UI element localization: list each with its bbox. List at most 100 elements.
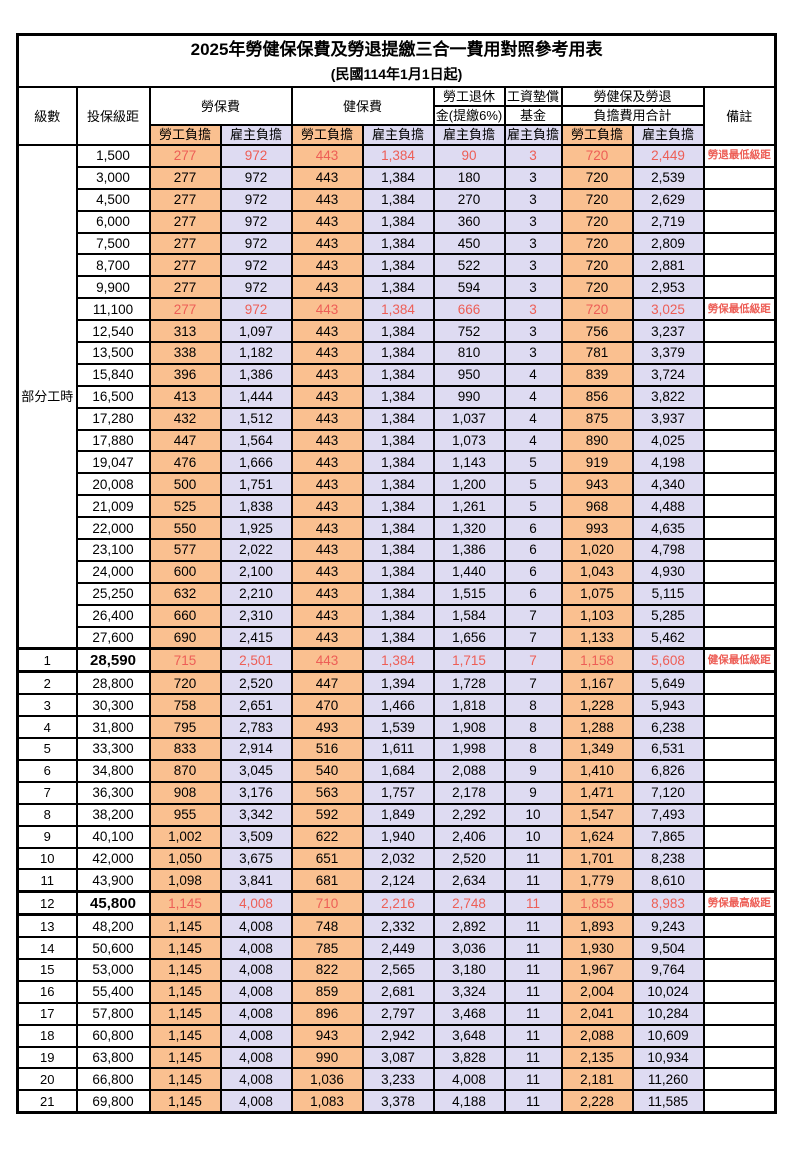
cell-wage-fund-employer: 5 [503,472,563,497]
cell-level: 17 [16,1001,78,1026]
cell-health-employee: 710 [290,890,364,917]
cell-pension-employer: 1,728 [432,670,506,696]
cell-labor-employer: 3,675 [219,846,293,871]
cell-level: 2 [16,670,78,696]
cell-total-employer: 3,379 [631,341,705,365]
cell-labor-employer: 1,512 [219,406,293,431]
table-row: 4,500 277 972 443 1,384 270 3 720 2,629 [18,187,777,212]
table-row: 17 57,800 1,145 4,008 896 2,797 3,468 11 2,041 10… [16,1001,777,1026]
cell-health-employer: 1,384 [361,209,435,234]
cell-level: 3 [16,693,78,718]
cell-health-employee: 443 [290,297,364,322]
cell-total-employer: 4,198 [631,450,705,475]
cell-note [702,581,777,606]
cell-labor-employer: 3,342 [219,802,293,827]
cell-labor-employee: 833 [148,737,222,761]
cell-total-employee: 2,181 [560,1067,634,1092]
cell-bracket: 33,300 [75,737,151,761]
cell-labor-employer: 2,651 [219,693,293,718]
cell-pension-employer: 1,818 [432,693,506,718]
cell-labor-employer: 1,097 [219,319,293,344]
cell-health-employer: 2,797 [361,1001,435,1026]
cell-pension-employer: 1,386 [432,538,506,562]
cell-bracket: 60,800 [75,1023,151,1048]
cell-labor-employee: 1,145 [148,1089,222,1114]
cell-health-employer: 1,384 [361,231,435,256]
cell-health-employer: 1,611 [361,737,435,761]
cell-total-employer: 6,238 [631,715,705,740]
table-row: 7 36,300 908 3,176 563 1,757 2,178 9 1,471 7,120 [16,780,777,805]
cell-labor-employer: 2,415 [219,625,293,651]
table-row: 4 31,800 795 2,783 493 1,539 1,908 8 1,288 6,238 [16,715,777,740]
cell-note [702,957,777,982]
cell-pension-employer: 450 [432,231,506,256]
cell-health-employee: 1,036 [290,1067,364,1092]
cell-wage-fund-employer: 8 [503,715,563,740]
table-row: 22,000 550 1,925 443 1,384 1,320 6 993 4,635 [18,516,777,541]
cell-wage-fund-employer: 11 [503,979,563,1004]
cell-labor-employer: 1,386 [219,362,293,387]
cell-labor-employer: 2,520 [219,670,293,696]
cell-note [702,824,777,849]
cell-total-employer: 5,115 [631,581,705,606]
cell-total-employer: 6,531 [631,737,705,761]
cell-note [702,670,777,696]
cell-labor-employer: 972 [219,253,293,278]
table-row: 26,400 660 2,310 443 1,384 1,584 7 1,103 5,285 [18,603,777,628]
cell-health-employee: 447 [290,670,364,696]
cell-note [702,1067,777,1092]
cell-note [702,913,777,939]
cell-wage-fund-employer: 10 [503,824,563,849]
cell-wage-fund-employer: 11 [503,868,563,893]
cell-total-employee: 1,288 [560,715,634,740]
cell-total-employer: 4,340 [631,472,705,497]
cell-total-employee: 1,043 [560,559,634,584]
cell-total-employer: 7,493 [631,802,705,827]
cell-bracket: 28,590 [75,647,151,674]
cell-bracket: 22,000 [75,516,151,541]
cell-labor-employee: 870 [148,758,222,783]
cell-wage-fund-employer: 3 [503,187,563,212]
cell-health-employee: 443 [290,428,364,453]
cell-health-employer: 1,384 [361,275,435,300]
cell-total-employer: 10,024 [631,979,705,1004]
cell-total-employee: 1,624 [560,824,634,849]
cell-note [702,472,777,497]
cell-wage-fund-employer: 11 [503,1089,563,1114]
cell-labor-employee: 277 [148,231,222,256]
cell-wage-fund-employer: 4 [503,384,563,409]
cell-labor-employer: 1,925 [219,516,293,541]
table-body: 部分工時 1,500 277 972 443 1,384 90 3 720 2,449 勞退最低級距… [16,144,777,1114]
cell-total-employee: 720 [560,297,634,322]
cell-health-employer: 2,216 [361,890,435,917]
cell-health-employee: 443 [290,559,364,584]
cell-note [702,603,777,628]
cell-total-employee: 1,103 [560,603,634,628]
cell-health-employee: 896 [290,1001,364,1026]
cell-labor-employer: 972 [219,187,293,212]
cell-total-employer: 10,934 [631,1045,705,1070]
cell-labor-employer: 4,008 [219,913,293,939]
cell-labor-employee: 447 [148,428,222,453]
cell-health-employee: 822 [290,957,364,982]
cell-health-employee: 443 [290,472,364,497]
table-row: 1 28,590 715 2,501 443 1,384 1,715 7 1,158 5,608 健… [16,647,777,674]
table-row: 14 50,600 1,145 4,008 785 2,449 3,036 11 1,930 9,… [16,936,777,960]
cell-health-employer: 2,449 [361,936,435,960]
table-row: 16 55,400 1,145 4,008 859 2,681 3,324 11 2,004 10… [16,979,777,1004]
cell-labor-employee: 1,145 [148,957,222,982]
cell-health-employee: 443 [290,494,364,519]
cell-note [702,319,777,344]
cell-total-employer: 8,610 [631,868,705,893]
cell-pension-employer: 1,037 [432,406,506,431]
cell-labor-employee: 432 [148,406,222,431]
cell-level: 6 [16,758,78,783]
cell-labor-employer: 972 [219,297,293,322]
cell-total-employer: 5,943 [631,693,705,718]
cell-wage-fund-employer: 8 [503,693,563,718]
cell-note [702,341,777,365]
cell-bracket: 3,000 [75,165,151,190]
cell-labor-employer: 3,509 [219,824,293,849]
cell-labor-employee: 720 [148,670,222,696]
cell-health-employee: 859 [290,979,364,1004]
